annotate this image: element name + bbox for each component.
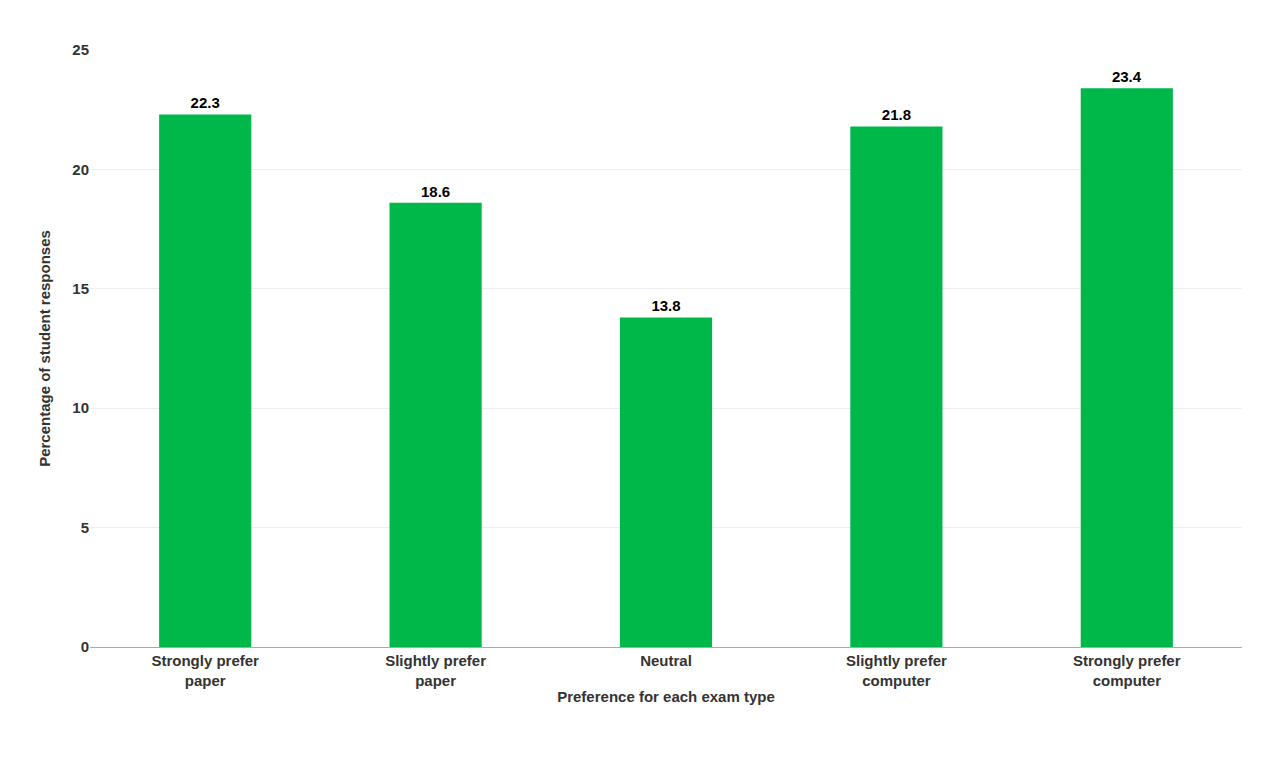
svg-text:Slightly prefercomputer: Slightly prefercomputer [846,652,947,689]
svg-text:13.8: 13.8 [651,297,680,314]
svg-text:23.4: 23.4 [1112,68,1142,85]
svg-text:21.8: 21.8 [882,106,911,123]
svg-text:Neutral: Neutral [640,652,692,669]
svg-text:22.3: 22.3 [191,94,220,111]
svg-text:Slightly preferpaper: Slightly preferpaper [385,652,486,689]
svg-text:Strongly prefercomputer: Strongly prefercomputer [1073,652,1181,689]
svg-text:25: 25 [72,41,89,58]
svg-text:5: 5 [81,519,89,536]
svg-text:Preference for each exam type: Preference for each exam type [557,688,775,705]
svg-text:Strongly preferpaper: Strongly preferpaper [151,652,259,689]
svg-text:20: 20 [72,161,89,178]
svg-text:0: 0 [81,638,89,655]
svg-text:Percentage of student response: Percentage of student responses [36,230,53,467]
svg-text:15: 15 [72,280,89,297]
svg-text:18.6: 18.6 [421,183,450,200]
svg-text:10: 10 [72,399,89,416]
